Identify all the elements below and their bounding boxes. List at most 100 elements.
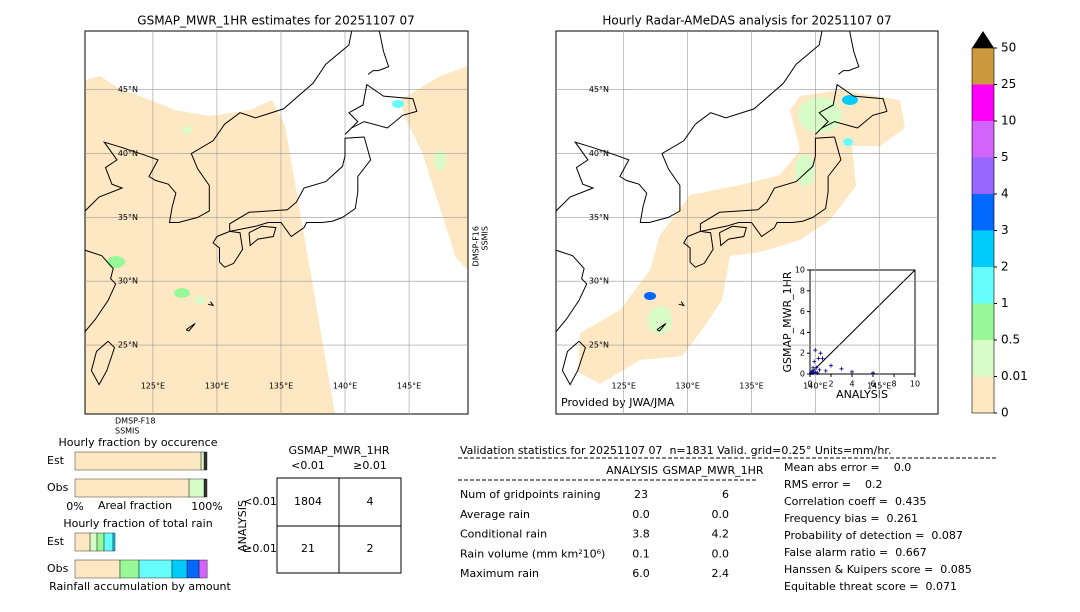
- colorbar-label: 2: [1001, 260, 1009, 274]
- color-box: [972, 84, 994, 121]
- point: [839, 366, 844, 371]
- value: 23: [634, 488, 648, 501]
- bar-segment: [119, 559, 140, 579]
- bar-segment: [138, 559, 173, 579]
- point: [811, 370, 816, 375]
- cell: 4: [367, 495, 374, 508]
- value: 0.1: [632, 547, 650, 560]
- point: [817, 367, 822, 372]
- lat-label: 35°N: [589, 213, 609, 222]
- bar-segment: [96, 532, 105, 552]
- color-box: [972, 340, 994, 377]
- point: [813, 348, 818, 353]
- color-box: [972, 194, 994, 231]
- score: Frequency bias = 0.261: [784, 512, 918, 525]
- chart-title: Hourly fraction of total rain: [63, 517, 212, 530]
- map-precip-est: [85, 66, 468, 414]
- color-box: [972, 376, 994, 413]
- lon-label: 130°E: [205, 382, 229, 391]
- coastline: [212, 230, 244, 268]
- coastline: [248, 225, 277, 247]
- point: [816, 356, 821, 361]
- bar-segment: [200, 451, 205, 471]
- map-layer: [556, 31, 938, 414]
- category-label: Obs: [47, 562, 69, 575]
- row-label: Num of gridpoints raining: [460, 488, 601, 501]
- score: False alarm ratio = 0.667: [784, 546, 927, 559]
- color-box: [972, 267, 994, 304]
- coastline: [656, 322, 667, 332]
- y-tick-label: 2: [800, 349, 805, 358]
- coastline: [344, 83, 418, 135]
- chart-title: Hourly fraction by occurence: [59, 436, 218, 449]
- lon-label: 140°E: [803, 382, 827, 391]
- lat-label: 45°N: [589, 85, 609, 94]
- map-layer: [85, 31, 468, 414]
- lon-label: 145°E: [397, 382, 421, 391]
- lon-label: 125°E: [141, 382, 165, 391]
- y-tick-label: 4: [800, 328, 805, 337]
- colorbar-label: 3: [1001, 223, 1009, 237]
- lon-label: 140°E: [333, 382, 357, 391]
- bar-segment: [74, 532, 91, 552]
- colorbar-label: 10: [1001, 114, 1016, 128]
- row-label: Conditional rain: [460, 528, 547, 541]
- x-tick-label: 8: [891, 380, 896, 389]
- coastline: [556, 123, 696, 223]
- x-axis-label: ANALYSIS: [836, 388, 888, 401]
- x-tick-label: 2: [828, 380, 833, 389]
- point: [871, 370, 875, 375]
- map-frame: [84, 30, 469, 415]
- coastline: [838, 31, 860, 75]
- lon-label: 135°E: [739, 382, 763, 391]
- score: Probability of detection = 0.087: [784, 529, 963, 542]
- coastline: [90, 340, 116, 386]
- row-label: Maximum rain: [460, 567, 539, 580]
- coastline: [694, 31, 823, 125]
- lat-label: 25°N: [118, 341, 138, 350]
- x-tick-label: 0: [807, 380, 812, 389]
- value: 3.8: [632, 528, 650, 541]
- colorbar-label: 4: [1001, 187, 1009, 201]
- point: [820, 356, 825, 361]
- bar-segment: [198, 559, 208, 579]
- y-tick-label: 6: [800, 307, 805, 316]
- value: 0.0: [712, 508, 730, 521]
- colorbar-label: 5: [1001, 150, 1009, 164]
- color-box: [972, 121, 994, 158]
- category-label: Obs: [47, 481, 69, 494]
- coastline: [85, 123, 226, 223]
- coastline: [678, 301, 685, 307]
- lon-label: 125°E: [612, 382, 636, 391]
- stats-title: Validation statistics for 20251107 07 n=…: [460, 444, 891, 457]
- map-title: GSMAP_MWR_1HR estimates for 20251107 07: [137, 14, 414, 28]
- row-label: ≥0.01: [243, 542, 277, 555]
- bar-segment: [112, 532, 116, 552]
- coastline: [224, 31, 353, 125]
- swath-label: DMSP-F18: [115, 417, 155, 426]
- colorbar-label: 0.01: [1001, 369, 1028, 383]
- bar-segment: [188, 478, 205, 498]
- cell: 2: [367, 542, 374, 555]
- score: Equitable threat score = 0.071: [784, 580, 957, 593]
- coastline: [229, 136, 372, 238]
- colorbar-label: 25: [1001, 77, 1016, 91]
- lat-label: 35°N: [118, 213, 138, 222]
- x-axis-label: Areal fraction: [98, 499, 172, 512]
- category-label: Est: [47, 454, 65, 467]
- point: [811, 365, 816, 370]
- lat-label: 25°N: [589, 341, 609, 350]
- bar-segment: [74, 451, 202, 471]
- map-title: Hourly Radar-AMeDAS analysis for 2025110…: [602, 14, 891, 28]
- coastline: [185, 322, 196, 332]
- color-box: [972, 157, 994, 194]
- column-label: <0.01: [291, 459, 325, 472]
- lat-label: 30°N: [589, 277, 609, 286]
- credit: Provided by JWA/JMA: [561, 396, 675, 409]
- bar-segment: [89, 532, 98, 552]
- bar-segment: [74, 478, 190, 498]
- colorbar-label: 0.5: [1001, 333, 1020, 347]
- point: [850, 369, 854, 374]
